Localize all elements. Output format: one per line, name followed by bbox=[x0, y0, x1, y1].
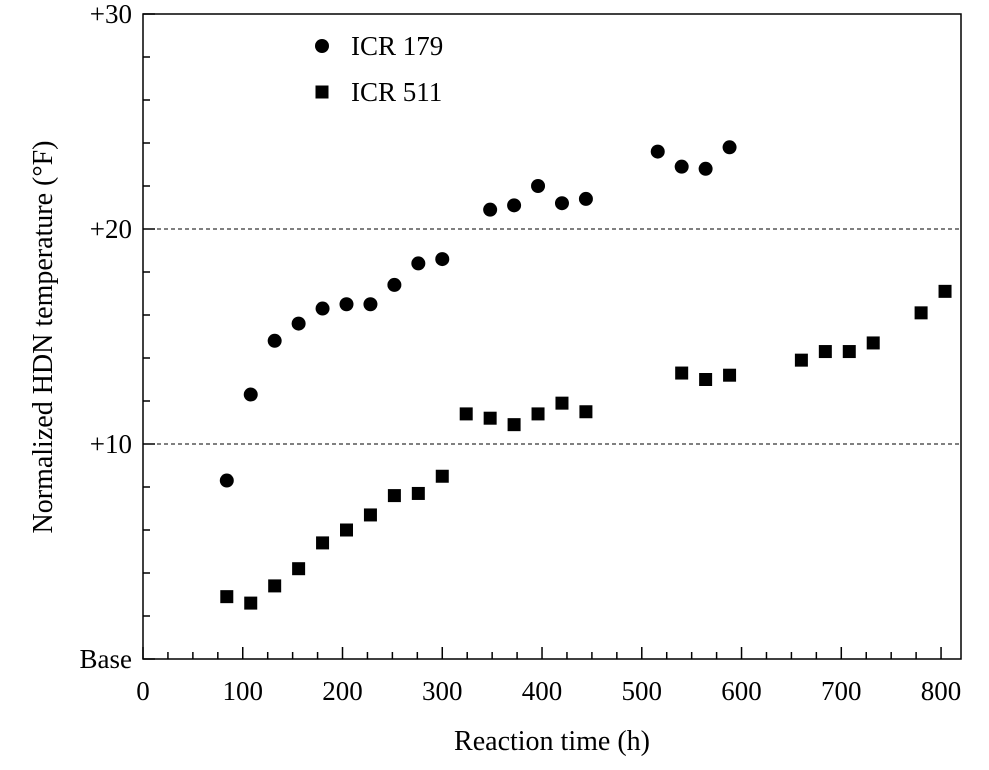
x-tick-label-800: 800 bbox=[921, 676, 962, 706]
x-tick-label-400: 400 bbox=[522, 676, 563, 706]
data-point bbox=[244, 596, 258, 610]
data-point bbox=[268, 579, 282, 593]
data-point bbox=[483, 411, 497, 425]
y-tick-labels: Base +10 +20 +30 bbox=[80, 0, 133, 674]
data-point bbox=[914, 306, 928, 320]
data-point bbox=[316, 536, 330, 550]
data-point bbox=[555, 396, 569, 410]
data-point bbox=[866, 336, 880, 350]
data-point bbox=[578, 191, 593, 206]
data-point bbox=[267, 333, 282, 348]
data-point bbox=[650, 144, 665, 159]
data-point bbox=[411, 256, 426, 271]
x-tick-label-200: 200 bbox=[322, 676, 363, 706]
data-point bbox=[363, 508, 377, 522]
data-point bbox=[723, 368, 737, 382]
x-tick-label-500: 500 bbox=[622, 676, 663, 706]
x-tick-label-0: 0 bbox=[136, 676, 150, 706]
y-tick-label-30: +30 bbox=[90, 0, 132, 29]
data-point bbox=[674, 159, 689, 174]
data-point bbox=[219, 473, 234, 488]
legend-label: ICR 511 bbox=[351, 77, 442, 107]
y-tick-label-20: +20 bbox=[90, 214, 132, 244]
data-point bbox=[938, 284, 952, 298]
data-point bbox=[507, 418, 521, 432]
x-tick-labels: 0 100 200 300 400 500 600 700 800 bbox=[136, 676, 961, 706]
x-tick-label-300: 300 bbox=[422, 676, 463, 706]
data-point bbox=[554, 196, 569, 211]
data-point bbox=[483, 202, 498, 217]
plot-frame bbox=[142, 13, 962, 660]
x-tick-label-100: 100 bbox=[223, 676, 264, 706]
data-point bbox=[794, 353, 808, 367]
data-point bbox=[363, 297, 378, 312]
data-point bbox=[435, 252, 450, 267]
data-point bbox=[842, 345, 856, 359]
data-point bbox=[507, 198, 522, 213]
gridlines bbox=[143, 228, 961, 445]
y-axis-title: Normalized HDN temperature (°F) bbox=[28, 141, 59, 534]
legend: ICR 179 ICR 511 bbox=[315, 31, 443, 107]
series-icr-179 bbox=[219, 140, 737, 488]
data-point bbox=[220, 590, 234, 604]
data-point bbox=[387, 489, 401, 503]
data-point bbox=[339, 297, 354, 312]
y-tick-label-10: +10 bbox=[90, 429, 132, 459]
x-tick-label-600: 600 bbox=[721, 676, 762, 706]
y-tick-label-0: Base bbox=[80, 644, 133, 674]
data-point bbox=[243, 387, 258, 402]
data-point bbox=[340, 523, 354, 537]
data-point bbox=[531, 179, 546, 193]
data-point bbox=[387, 277, 402, 292]
data-point bbox=[699, 373, 713, 386]
legend-label: ICR 179 bbox=[351, 31, 443, 61]
data-point bbox=[531, 407, 545, 421]
data-point bbox=[675, 366, 689, 380]
legend-marker-square bbox=[315, 85, 329, 99]
data-point bbox=[698, 161, 713, 176]
data-point bbox=[315, 301, 330, 316]
data-point bbox=[291, 316, 306, 331]
data-point bbox=[435, 469, 449, 483]
data-point bbox=[579, 405, 593, 419]
series-icr-511 bbox=[220, 284, 952, 610]
data-point bbox=[722, 140, 737, 155]
data-point bbox=[818, 345, 832, 359]
x-axis-title: Reaction time (h) bbox=[454, 726, 650, 757]
legend-marker-circle bbox=[315, 39, 329, 53]
data-point bbox=[411, 486, 425, 500]
data-points bbox=[219, 140, 952, 610]
data-point bbox=[292, 562, 306, 576]
axis-ticks bbox=[142, 13, 942, 660]
x-tick-label-700: 700 bbox=[821, 676, 862, 706]
data-point bbox=[459, 407, 473, 421]
